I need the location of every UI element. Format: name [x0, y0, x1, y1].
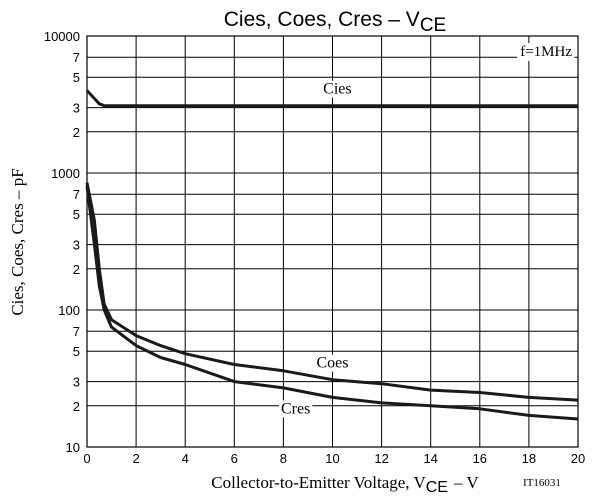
y-tick-label: 5 — [73, 344, 80, 359]
annotation: f=1MHz — [520, 44, 572, 60]
y-tick-label: 10 — [66, 440, 80, 455]
series-label-bg — [279, 400, 313, 418]
series-label-bg — [314, 354, 351, 372]
y-tick-label: 2 — [73, 262, 80, 277]
x-tick-label: 20 — [571, 451, 585, 466]
y-axis-label: Cies, Coes, Cres – pF — [8, 168, 27, 315]
series-line — [85, 182, 579, 402]
y-tick-label: 3 — [73, 375, 80, 390]
x-label-text: Collector-to-Emitter Voltage, V — [211, 473, 426, 492]
series-line — [85, 186, 579, 421]
annotation-bg — [517, 43, 575, 61]
x-tick-label: 4 — [182, 451, 189, 466]
x-tick-label: 12 — [374, 451, 388, 466]
series-label-bg — [321, 80, 354, 98]
x-tick-label: 14 — [423, 451, 437, 466]
y-tick-label: 7 — [73, 50, 80, 65]
x-tick-label: 16 — [473, 451, 487, 466]
x-tick-label: 18 — [522, 451, 536, 466]
title-text: Cies, Coes, Cres – V — [224, 8, 420, 31]
x-tick-label: 2 — [132, 451, 139, 466]
figure-id: IT16031 — [523, 477, 561, 489]
y-tick-label: 5 — [73, 207, 80, 222]
x-tick-label: 0 — [83, 451, 90, 466]
y-tick-label: 7 — [73, 324, 80, 339]
series-label: Coes — [317, 355, 349, 372]
series-line — [85, 89, 578, 108]
y-tick-label: 5 — [73, 70, 80, 85]
x-tick-label: 6 — [231, 451, 238, 466]
x-tick-label: 8 — [280, 451, 287, 466]
series-label: Cres — [281, 400, 310, 417]
y-tick-label: 3 — [73, 101, 80, 116]
y-tick-label: 3 — [73, 238, 80, 253]
x-tick-label: 10 — [325, 451, 339, 466]
y-tick-label: 7 — [73, 187, 80, 202]
y-tick-label: 10000 — [44, 29, 80, 44]
chart-title: Cies, Coes, Cres – VCE — [224, 8, 446, 36]
x-axis-label: Collector-to-Emitter Voltage, VCE – V — [211, 473, 479, 496]
x-label-unit: – V — [453, 473, 479, 492]
series-label: Cies — [323, 81, 351, 98]
x-label-subscript: CE — [426, 479, 448, 496]
y-tick-label: 1000 — [51, 166, 80, 181]
y-tick-label: 2 — [73, 399, 80, 414]
y-tick-label: 2 — [73, 125, 80, 140]
y-tick-label: 100 — [58, 303, 80, 318]
title-subscript: CE — [420, 15, 446, 36]
plot-frame — [86, 35, 579, 448]
